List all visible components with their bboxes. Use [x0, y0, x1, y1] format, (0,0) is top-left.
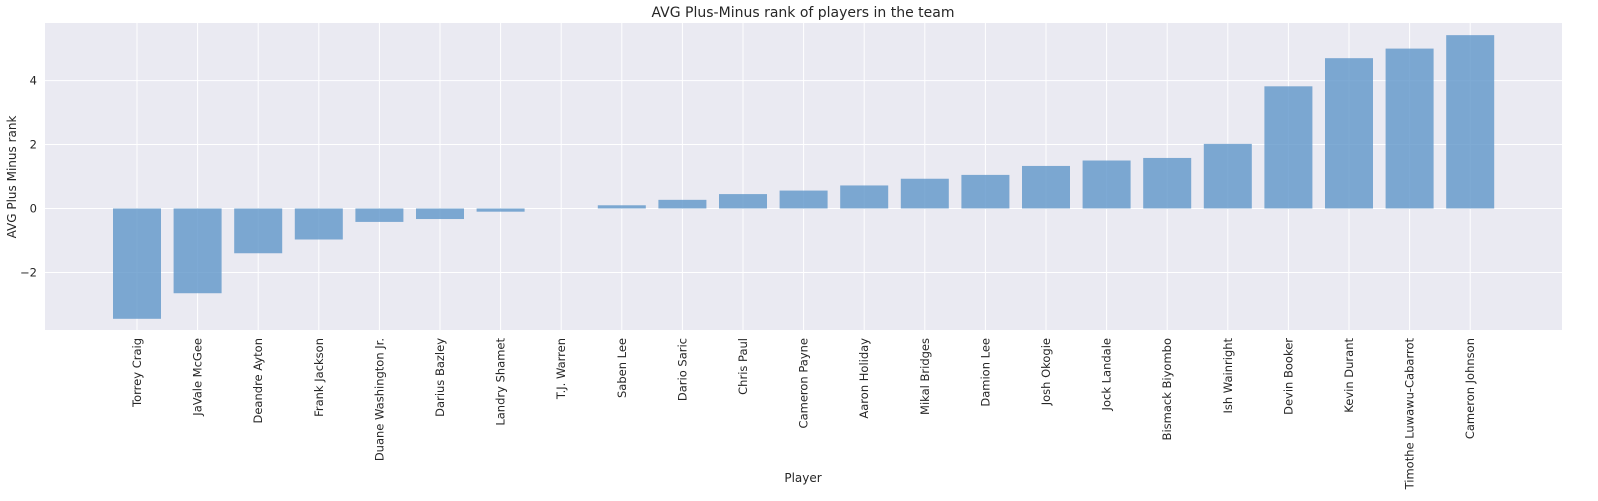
- bar: [173, 208, 222, 294]
- bar: [294, 208, 343, 240]
- bar: [1446, 35, 1495, 209]
- bar: [416, 208, 464, 220]
- x-tick-label: Jock Landale: [1100, 338, 1114, 411]
- bar: [476, 208, 525, 212]
- chart-title: AVG Plus-Minus rank of players in the te…: [652, 5, 955, 21]
- bar: [234, 208, 283, 254]
- x-tick-label: Chris Paul: [736, 338, 750, 395]
- bar: [355, 208, 404, 222]
- x-tick-label: Aaron Holiday: [857, 338, 871, 419]
- x-tick-label: Torrey Craig: [130, 338, 144, 408]
- x-tick-label: Deandre Ayton: [251, 338, 265, 424]
- x-tick-label: Devin Booker: [1281, 338, 1295, 415]
- x-tick-label: Darius Bazley: [433, 338, 447, 417]
- bar: [840, 185, 889, 209]
- x-tick-label: Kevin Durant: [1342, 338, 1356, 413]
- x-tick-label: Josh Okogie: [1039, 338, 1053, 406]
- x-axis-label: Player: [784, 471, 821, 485]
- bar: [597, 205, 646, 209]
- bar: [1082, 160, 1131, 209]
- x-tick-label: Mikal Bridges: [918, 338, 932, 415]
- x-tick-label: Dario Saric: [675, 338, 689, 401]
- bar: [658, 199, 707, 209]
- x-tick-label: Landry Shamet: [494, 338, 508, 426]
- bar: [1143, 157, 1192, 209]
- x-tick-label: Cameron Payne: [797, 338, 811, 428]
- x-tick-label: Cameron Johnson: [1463, 338, 1477, 439]
- x-tick-label: JaVale McGee: [191, 338, 205, 417]
- y-axis-label: AVG Plus Minus rank: [5, 116, 19, 239]
- y-tick-label: 4: [30, 74, 37, 88]
- bar: [1325, 58, 1373, 209]
- bar: [1264, 86, 1313, 209]
- bar: [900, 178, 949, 209]
- bar: [961, 174, 1010, 209]
- x-tick-label: Damion Lee: [978, 338, 992, 407]
- y-tick-label: 2: [30, 138, 37, 152]
- x-tick-label: Timothe Luwawu-Cabarrot: [1403, 338, 1417, 491]
- x-tick-label: Frank Jackson: [312, 338, 326, 417]
- bar: [113, 208, 161, 319]
- x-tick-labels: Torrey Craig JaVale McGee Deandre Ayton Fra…: [130, 338, 1477, 491]
- x-tick-label: T.J. Warren: [554, 338, 568, 400]
- y-tick-labels: −2 0 2 4: [20, 74, 37, 280]
- bar: [1022, 165, 1070, 209]
- x-tick-label: Ish Wainright: [1221, 338, 1235, 414]
- bar: [1385, 48, 1434, 209]
- bars-group: [113, 35, 1495, 319]
- x-tick-label: Duane Washington Jr.: [372, 338, 386, 461]
- y-tick-label: −2: [20, 265, 37, 279]
- x-tick-label: Saben Lee: [615, 338, 629, 398]
- bar: [719, 194, 767, 209]
- x-tick-label: Bismack Biyombo: [1160, 338, 1174, 440]
- y-tick-label: 0: [30, 201, 37, 215]
- bar: [1203, 143, 1252, 209]
- bar: [779, 190, 828, 209]
